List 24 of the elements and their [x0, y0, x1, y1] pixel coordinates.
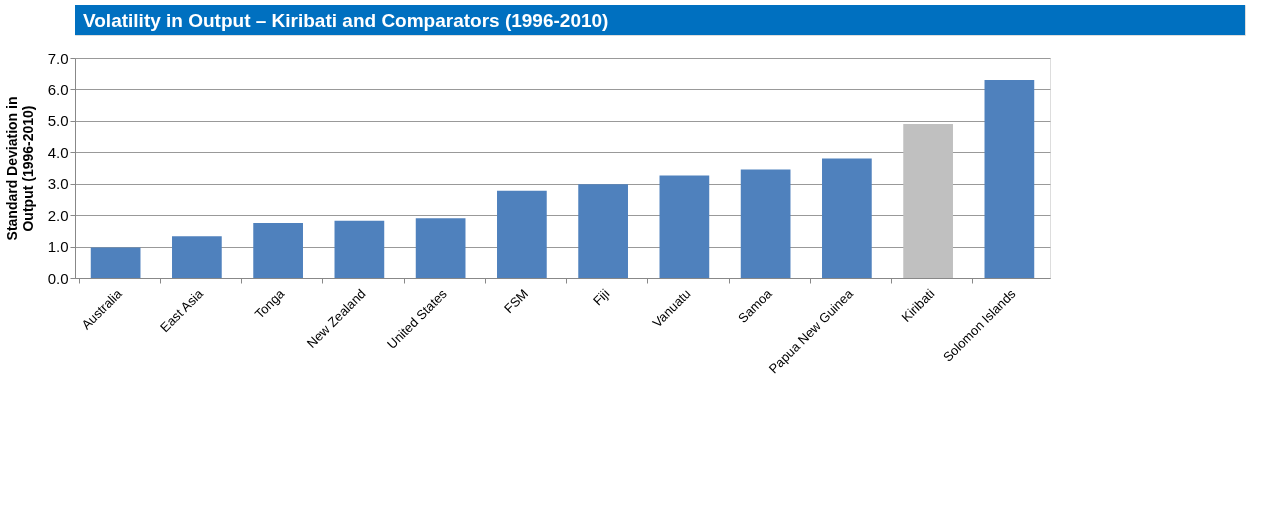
y-tick-label: 0.0: [47, 269, 69, 287]
bar: [172, 236, 222, 278]
x-tick-label: East Asia: [157, 285, 207, 336]
bar: [740, 169, 791, 278]
bar: [984, 80, 1035, 278]
y-tick-label: 4.0: [47, 143, 69, 161]
y-tick-label: 3.0: [47, 175, 69, 193]
y-axis-title: Standard Deviation in Output (1996-2010): [3, 96, 36, 241]
chart-title: Volatility in Output – Kiribati and Comparators (1996-2010): [83, 10, 609, 31]
bar: [822, 158, 872, 278]
bar: [253, 223, 303, 278]
bar: [90, 247, 141, 278]
bar: [497, 190, 547, 278]
bar: [659, 175, 710, 278]
y-tick-label: 6.0: [47, 80, 69, 98]
y-tick-label: 7.0: [47, 49, 69, 67]
y-tick-label: 5.0: [47, 112, 69, 130]
x-tick-label: Fiji: [589, 286, 613, 309]
bar: [415, 218, 466, 278]
bar: [334, 220, 385, 278]
bar: [903, 124, 953, 278]
y-tick-label: 2.0: [47, 206, 69, 224]
y-tick-label: 1.0: [47, 238, 69, 256]
bar: [578, 184, 628, 278]
